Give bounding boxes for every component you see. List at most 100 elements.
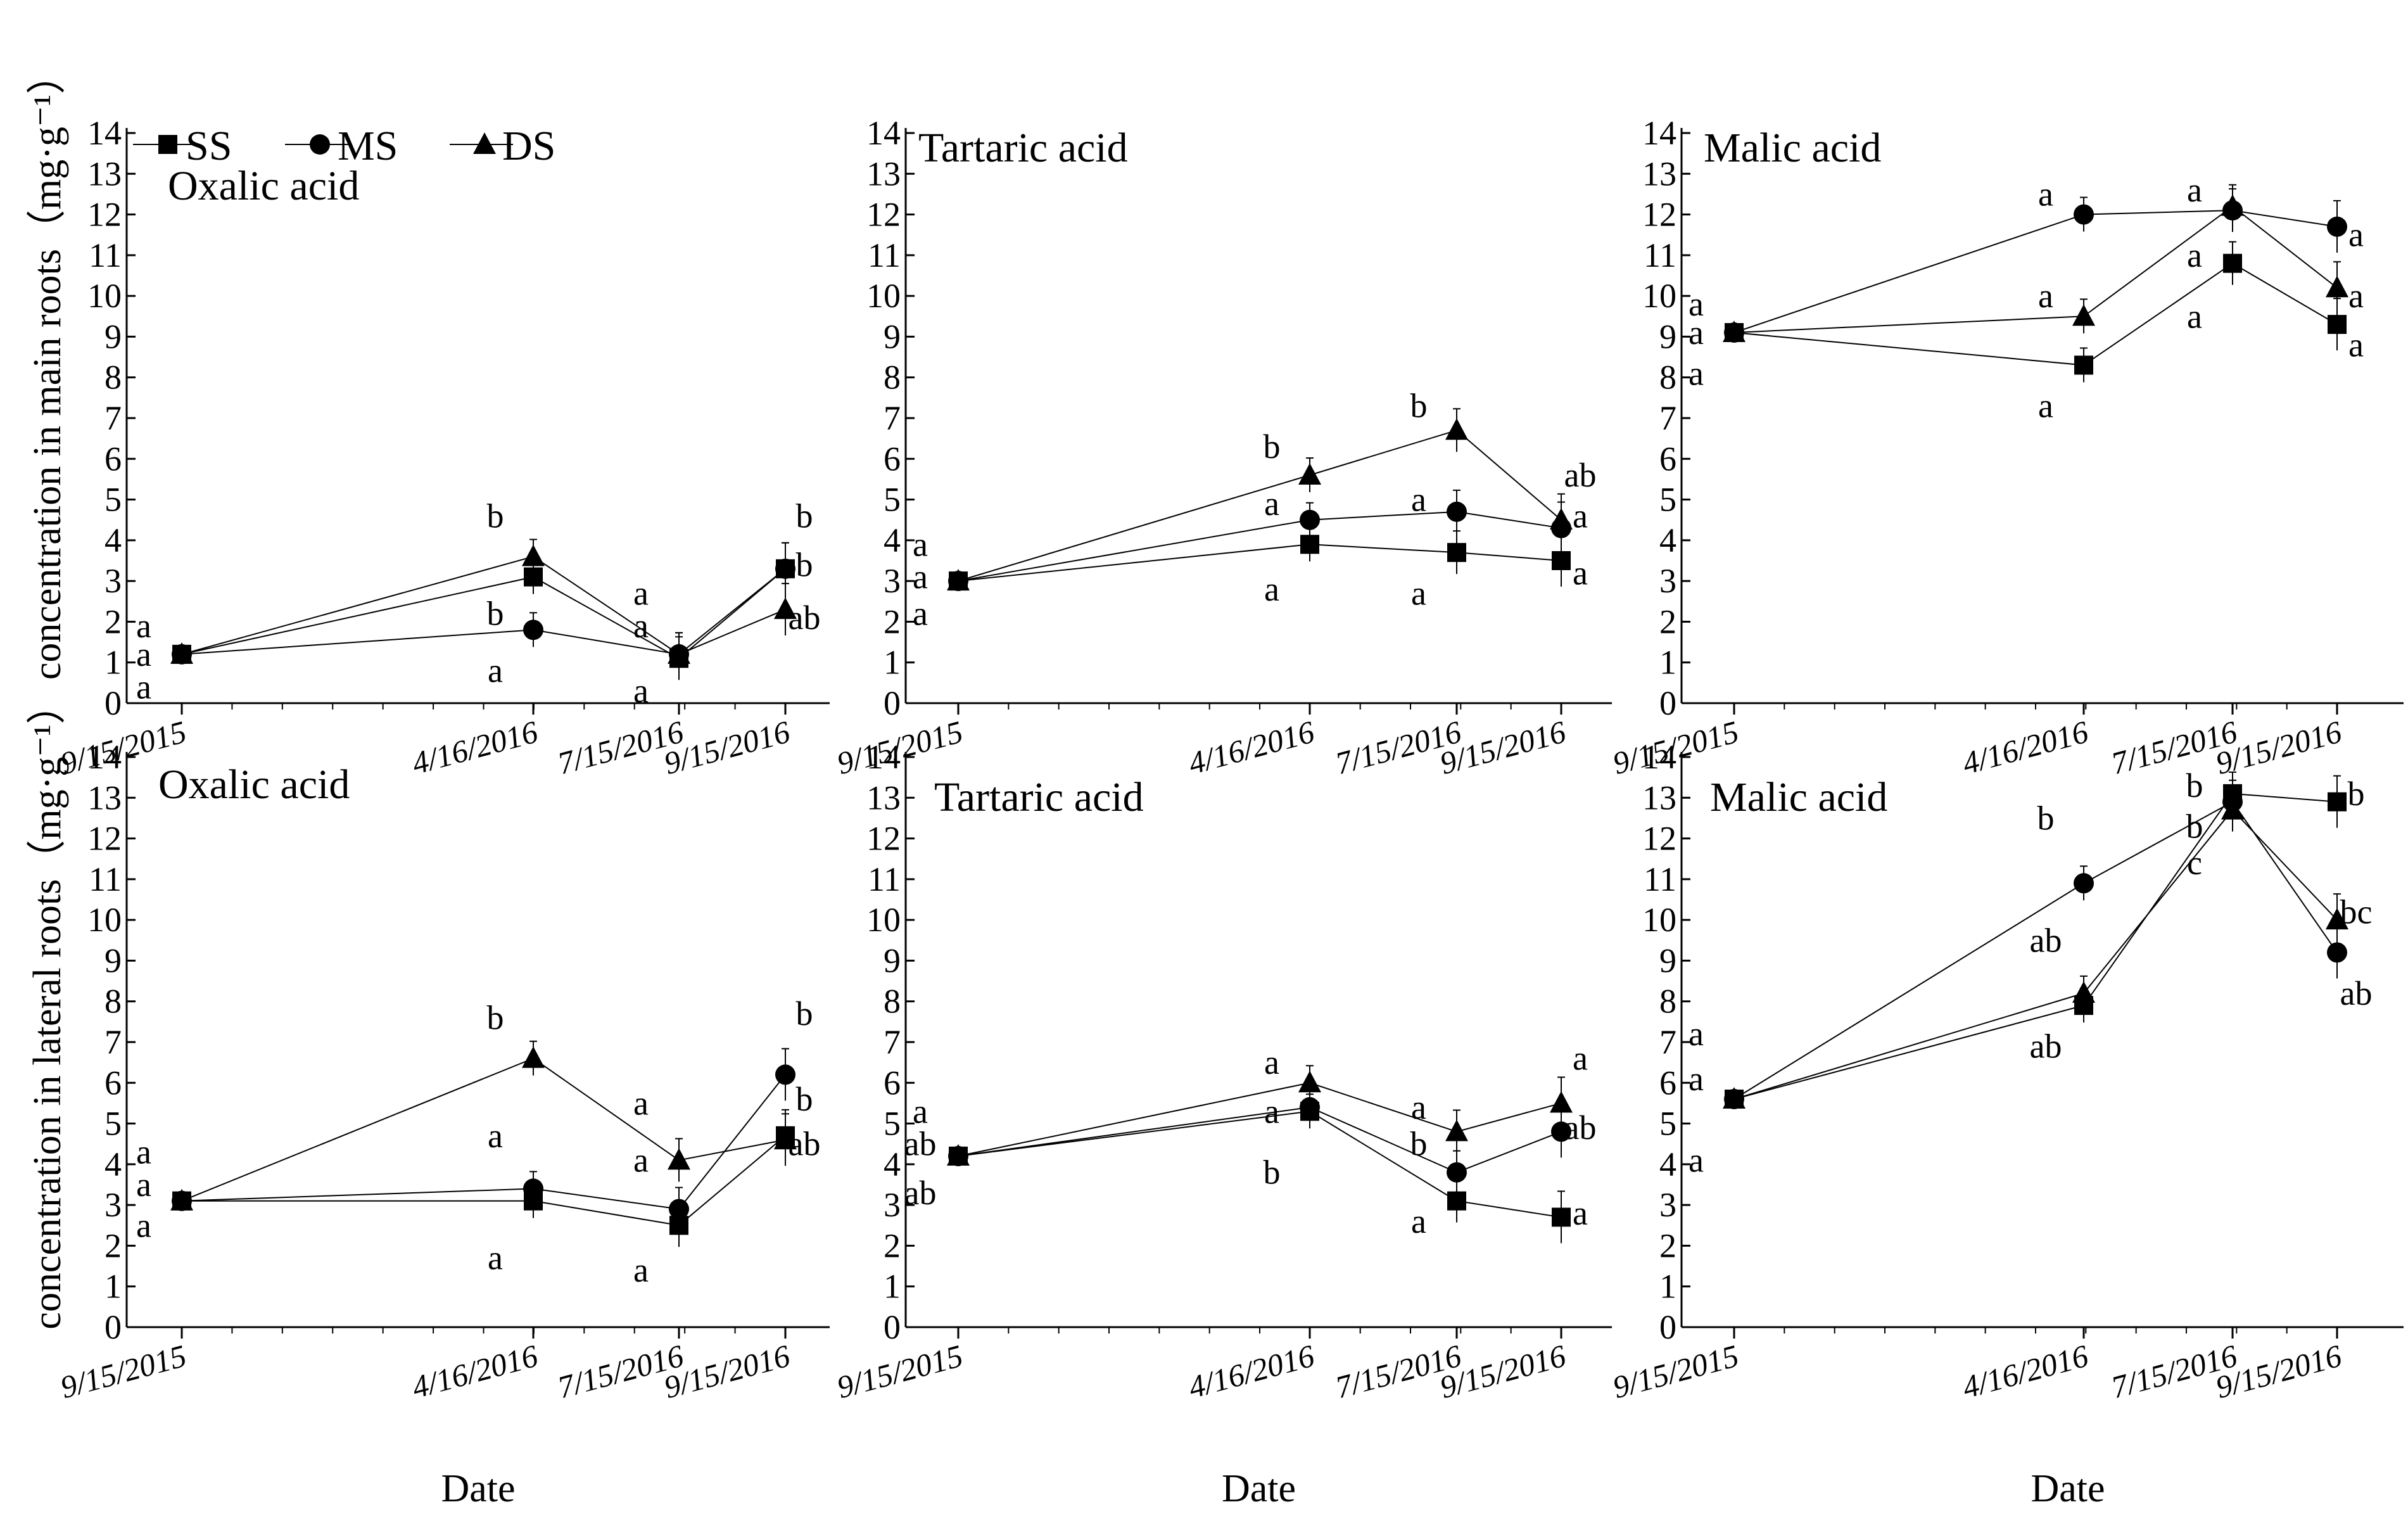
y-tick-label: 11 <box>868 860 901 898</box>
data-point-ss <box>2328 315 2347 334</box>
y-tick-label: 9 <box>105 941 122 979</box>
y-tick-label: 6 <box>105 1064 122 1102</box>
y-tick-label: 4 <box>884 1145 901 1183</box>
significance-label: a <box>2348 216 2364 254</box>
data-point-ds <box>1550 507 1573 530</box>
y-tick-label: 3 <box>884 1186 901 1224</box>
data-point-ds <box>2072 981 2095 1003</box>
y-tick-label: 1 <box>884 644 901 682</box>
y-tick-label: 1 <box>884 1268 901 1306</box>
significance-label: ab <box>789 599 821 637</box>
y-tick-label: 6 <box>884 440 901 478</box>
significance-label: a <box>1689 1060 1704 1098</box>
y-tick-label: 4 <box>884 521 901 559</box>
data-point-ds <box>774 1128 797 1150</box>
data-point-ms <box>1447 501 1467 522</box>
series-line-ss <box>958 544 1562 582</box>
y-tick-label: 9 <box>1659 317 1676 355</box>
y-tick-label: 7 <box>884 1023 901 1061</box>
y-tick-label: 9 <box>1659 941 1676 979</box>
significance-label: a <box>633 1251 649 1289</box>
x-tick-label: 9/15/2015 <box>56 1338 189 1406</box>
significance-label: a <box>1689 285 1704 323</box>
significance-label: ab <box>1564 456 1597 494</box>
significance-label: a <box>1689 314 1704 352</box>
y-tick-label: 10 <box>866 277 901 315</box>
data-point-ds <box>774 597 797 620</box>
significance-label: b <box>1264 1154 1281 1192</box>
significance-label: a <box>2038 277 2053 315</box>
legend-label-ms: MS <box>338 123 398 169</box>
y-tick-label: 6 <box>105 440 122 478</box>
data-point-ds <box>1298 463 1321 485</box>
data-point-ss <box>1552 1207 1571 1227</box>
data-point-ds <box>2221 798 2244 820</box>
x-tick-label: 4/16/2016 <box>408 714 541 782</box>
significance-label: ab <box>2340 974 2373 1012</box>
significance-label: a <box>1411 1088 1426 1126</box>
data-point-ms <box>2074 204 2094 225</box>
legend-marker-ss <box>158 135 177 154</box>
y-tick-label: 10 <box>87 901 122 939</box>
legend-label-ss: SS <box>186 123 232 169</box>
y-tick-label: 0 <box>884 684 901 722</box>
panel-title: Malic acid <box>1710 774 1887 820</box>
y-tick-label: 2 <box>105 602 122 640</box>
data-point-ds <box>170 1188 193 1211</box>
significance-label: c <box>2187 844 2202 882</box>
y-tick-label: 12 <box>1642 196 1676 234</box>
significance-label: a <box>913 558 928 596</box>
y-tick-label: 11 <box>89 860 122 898</box>
significance-label: a <box>1573 497 1588 535</box>
data-point-ds <box>522 1046 545 1068</box>
significance-label: ab <box>904 1174 937 1212</box>
significance-label: a <box>1573 1194 1588 1232</box>
significance-label: a <box>1411 574 1426 612</box>
y-tick-label: 3 <box>1659 1186 1676 1224</box>
significance-label: a <box>136 635 151 673</box>
y-tick-label: 11 <box>868 236 901 274</box>
data-point-ds <box>947 569 970 591</box>
significance-label: ab <box>1564 1109 1597 1147</box>
y-tick-label: 13 <box>87 779 122 817</box>
data-point-ms <box>1300 509 1320 530</box>
significance-label: b <box>2037 799 2055 837</box>
y-tick-label: 2 <box>884 602 901 640</box>
y-tick-label: 6 <box>1659 440 1676 478</box>
panel-title: Tartaric acid <box>934 774 1144 820</box>
x-tick-label: 4/16/2016 <box>1958 1338 2091 1406</box>
panel-title: Oxalic acid <box>158 761 350 808</box>
y-tick-label: 7 <box>105 399 122 437</box>
data-point-ss <box>1447 1191 1466 1211</box>
y-tick-label: 12 <box>87 820 122 858</box>
y-tick-label: 0 <box>1659 684 1676 722</box>
x-axis-title: Date <box>441 1467 515 1510</box>
y-axis-title-main: concentration in main roots（mg·g⁻¹） <box>26 55 69 680</box>
data-point-ms <box>2327 216 2347 237</box>
y-tick-label: 0 <box>105 1308 122 1346</box>
data-point-ds <box>1723 1087 1746 1109</box>
y-tick-label: 1 <box>105 1268 122 1306</box>
significance-label: a <box>1689 1015 1704 1053</box>
significance-label: a <box>488 652 503 690</box>
y-tick-label: 12 <box>866 196 901 234</box>
data-point-ds <box>1445 418 1468 440</box>
y-tick-label: 8 <box>1659 983 1676 1021</box>
significance-label: a <box>488 1117 503 1155</box>
significance-label: a <box>136 1133 151 1171</box>
data-point-ds <box>522 544 545 566</box>
y-tick-label: 11 <box>1644 236 1676 274</box>
significance-label: a <box>1689 1141 1704 1179</box>
series-line-ds <box>181 556 786 655</box>
y-tick-label: 9 <box>105 317 122 355</box>
significance-label: a <box>633 672 649 710</box>
y-tick-label: 13 <box>866 155 901 193</box>
significance-label: a <box>1411 481 1426 519</box>
significance-label: a <box>633 574 649 612</box>
panel-title: Tartaric acid <box>918 125 1128 171</box>
legend-label-ds: DS <box>502 123 555 169</box>
series-line-ms <box>958 1106 1562 1173</box>
